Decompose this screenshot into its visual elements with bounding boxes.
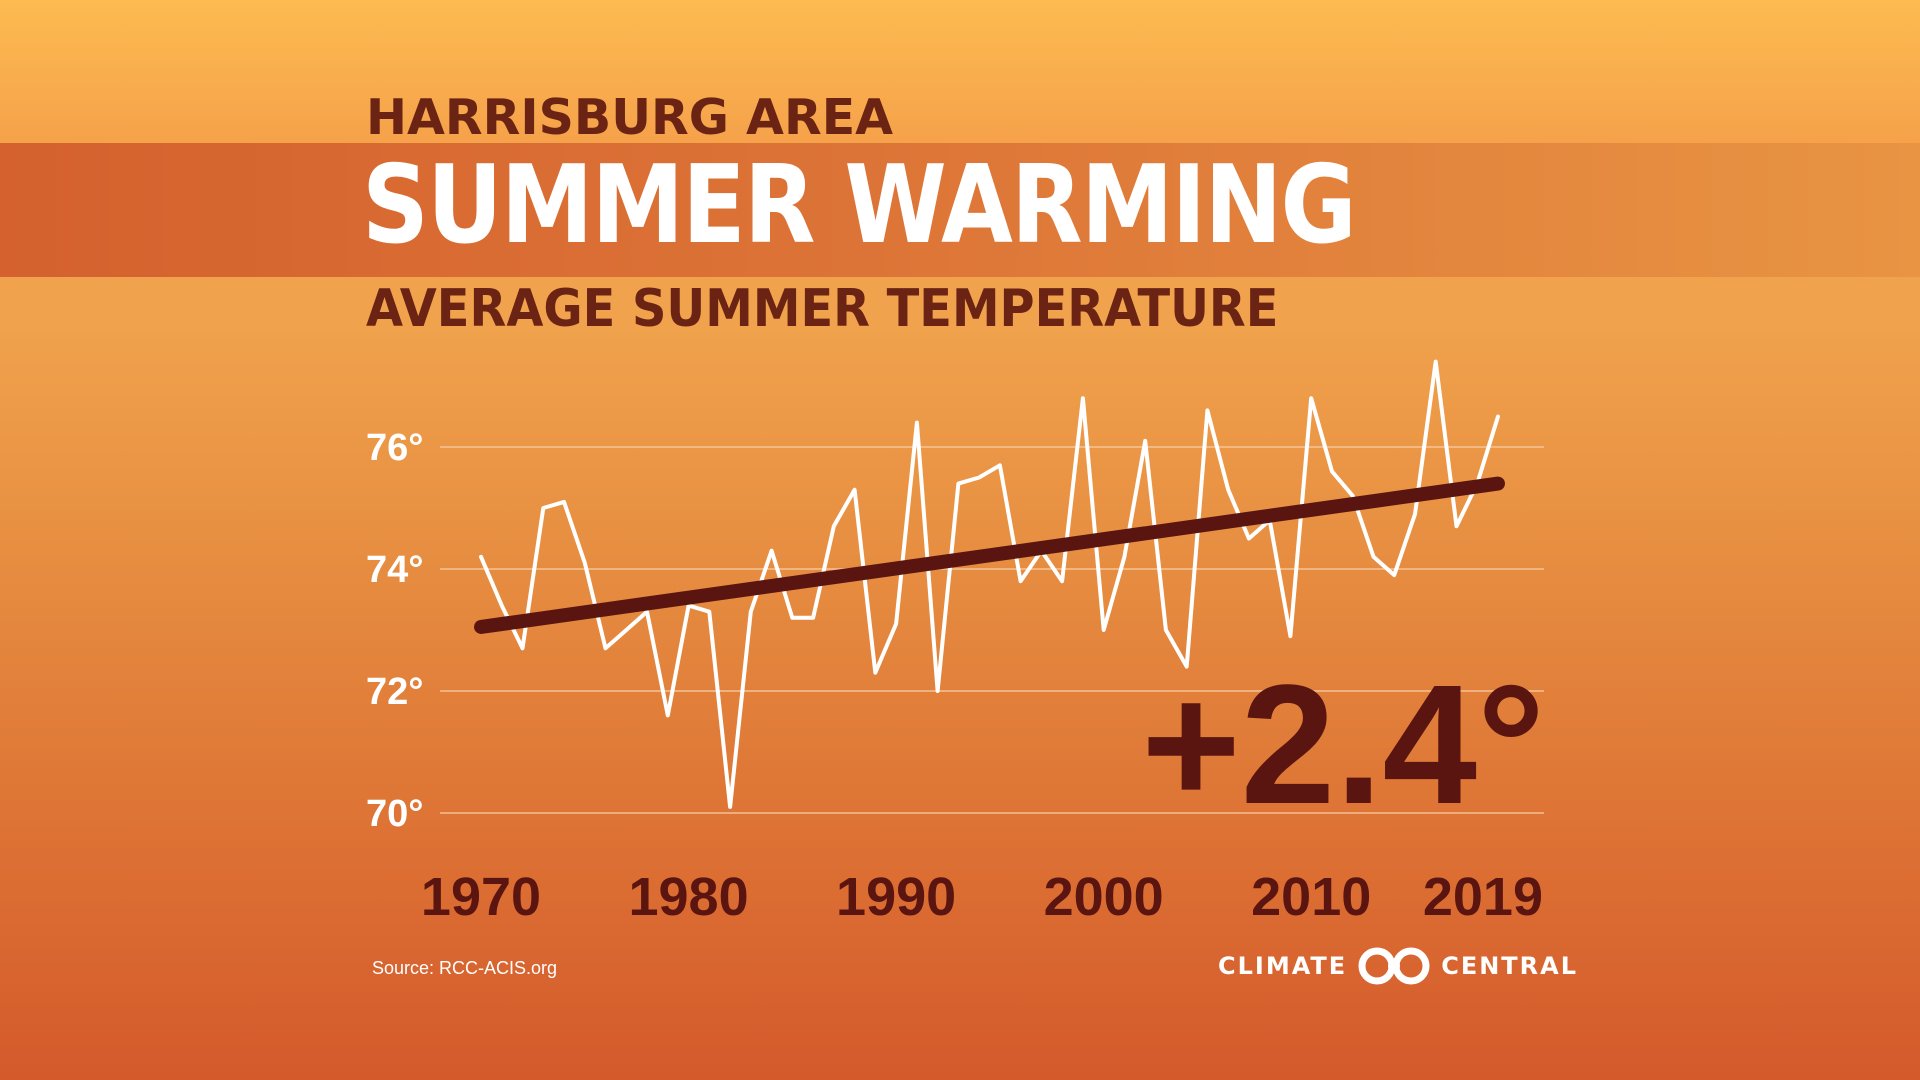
series-layer (479, 359, 1500, 809)
grid-lines (440, 446, 1544, 814)
x-tick-label-2010: 2010 (1251, 867, 1371, 927)
trend-layer (474, 476, 1505, 634)
warming-annotation: +2.4° (1141, 650, 1545, 840)
x-tick-label-1970: 1970 (421, 867, 541, 927)
page-title: SUMMER WARMING (362, 143, 1357, 268)
x-tick-label-2019: 2019 (1423, 867, 1543, 927)
region-label: HARRISBURG AREA (366, 89, 894, 146)
source-note: Source: RCC-ACIS.org (372, 958, 558, 978)
y-tick-label-76: 76° (366, 427, 423, 469)
y-tick-label-70: 70° (366, 793, 423, 835)
linked-circles-icon (1358, 947, 1430, 985)
x-axis-ticks: 1970 1980 1990 2000 2010 2019 (421, 867, 1543, 927)
title-band (0, 143, 1920, 277)
brand-word-right: CENTRAL (1441, 952, 1579, 980)
y-tick-label-72: 72° (366, 671, 423, 713)
trend-line (474, 476, 1505, 634)
x-tick-label-2000: 2000 (1044, 867, 1164, 927)
climate-central-logo: CLIMATE CENTRAL (1218, 946, 1578, 986)
y-tick-label-74: 74° (366, 549, 423, 591)
x-tick-label-1980: 1980 (628, 867, 748, 927)
chart-subtitle: AVERAGE SUMMER TEMPERATURE (366, 279, 1279, 339)
y-axis-ticks: 70° 72° 74° 76° (366, 427, 423, 835)
x-tick-label-1990: 1990 (836, 867, 956, 927)
brand-word-left: CLIMATE (1218, 952, 1348, 980)
temperature-series-line (479, 359, 1500, 809)
